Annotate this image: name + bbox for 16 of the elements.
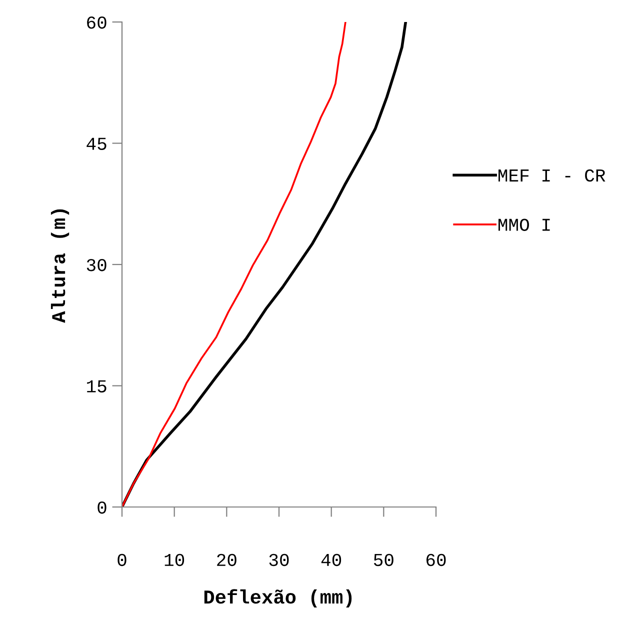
y-tick-label: 30 bbox=[86, 258, 106, 272]
y-tick-label: 15 bbox=[87, 380, 106, 392]
x-tick-label: 30 bbox=[269, 554, 289, 566]
x-tick-label: 40 bbox=[321, 554, 342, 566]
x-tick-label: 50 bbox=[374, 554, 394, 566]
x-tick-label: 20 bbox=[217, 554, 236, 566]
legend-label: MEF I - CR bbox=[498, 169, 606, 182]
y-tick-label: 45 bbox=[86, 138, 106, 150]
y-tick-label: 0 bbox=[98, 501, 106, 514]
y-tick-label: 60 bbox=[87, 16, 106, 29]
legend-label: MMO I bbox=[498, 218, 550, 231]
y-axis-title: Altura (m) bbox=[50, 209, 70, 323]
x-tick-label: 60 bbox=[426, 554, 446, 566]
x-axis-title: Deflexão (mm) bbox=[204, 589, 352, 608]
x-tick-label: 10 bbox=[164, 554, 184, 566]
x-tick-label: 0 bbox=[118, 554, 126, 566]
